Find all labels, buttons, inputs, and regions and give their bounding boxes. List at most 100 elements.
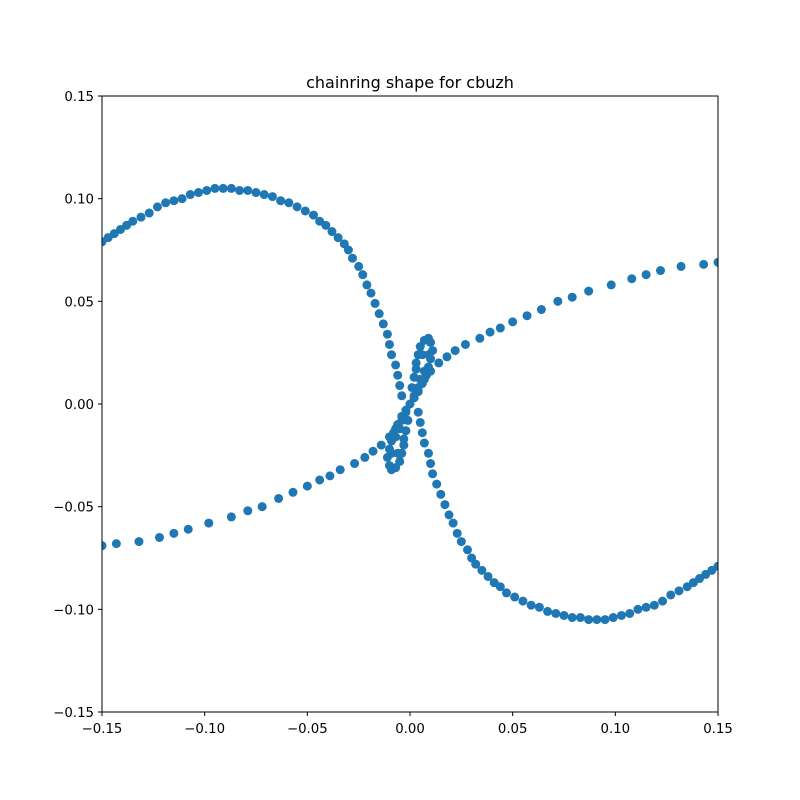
data-point xyxy=(450,346,460,356)
data-point xyxy=(460,339,470,349)
data-point xyxy=(584,615,594,625)
data-point xyxy=(218,183,228,193)
data-point xyxy=(666,590,676,600)
data-point xyxy=(452,528,462,538)
data-point xyxy=(477,565,487,575)
data-point xyxy=(534,602,544,612)
data-point xyxy=(641,270,651,280)
y-tick-label: 0.00 xyxy=(64,398,94,413)
data-point xyxy=(508,317,518,327)
data-point xyxy=(419,438,429,448)
data-point xyxy=(300,206,310,216)
data-point xyxy=(378,319,388,329)
x-tick-label: 0.05 xyxy=(498,722,528,737)
data-point xyxy=(674,586,684,596)
data-point xyxy=(456,537,466,547)
data-point xyxy=(343,245,353,255)
data-point xyxy=(308,210,318,220)
data-point xyxy=(485,327,495,337)
data-point xyxy=(536,305,546,315)
data-point xyxy=(713,561,718,571)
data-point xyxy=(592,615,602,625)
data-point xyxy=(567,613,577,623)
data-point xyxy=(551,608,561,618)
data-point xyxy=(584,286,594,296)
data-point xyxy=(284,198,294,208)
data-point xyxy=(395,381,405,391)
data-point xyxy=(401,405,411,415)
data-point xyxy=(243,185,253,195)
data-point xyxy=(600,615,610,625)
data-point xyxy=(327,227,337,237)
data-point xyxy=(641,602,651,612)
data-point xyxy=(419,366,429,376)
x-axis: −0.15 −0.10 −0.05 0.00 0.05 0.10 0.15 xyxy=(82,712,733,737)
x-tick-label: 0.10 xyxy=(601,722,631,737)
data-point xyxy=(387,448,397,458)
data-point xyxy=(144,208,154,218)
data-point xyxy=(411,364,421,374)
data-point xyxy=(608,613,618,623)
data-point xyxy=(134,537,144,547)
data-point xyxy=(354,261,364,271)
data-point xyxy=(393,448,403,458)
data-point xyxy=(226,183,236,193)
data-point xyxy=(384,339,394,349)
data-point xyxy=(444,510,454,520)
data-point xyxy=(518,596,528,606)
data-point xyxy=(399,434,409,444)
data-point xyxy=(510,592,520,602)
data-point xyxy=(391,360,401,370)
data-point xyxy=(413,407,423,417)
data-point xyxy=(366,288,376,298)
data-point xyxy=(448,518,458,528)
data-point xyxy=(374,309,384,319)
data-point xyxy=(382,329,392,339)
data-point xyxy=(267,192,277,202)
data-point xyxy=(553,296,563,306)
data-point xyxy=(543,606,553,616)
data-point xyxy=(169,528,179,538)
y-tick-label: 0.10 xyxy=(64,193,94,208)
data-point xyxy=(625,608,635,618)
data-point xyxy=(432,479,442,489)
data-point xyxy=(152,202,162,212)
data-point xyxy=(202,185,212,195)
data-point xyxy=(403,415,413,425)
y-axis: −0.15 −0.10 −0.05 0.00 0.05 0.10 0.15 xyxy=(53,90,102,721)
data-point xyxy=(495,582,505,592)
data-point xyxy=(415,417,425,427)
points-layer xyxy=(102,183,718,625)
data-point xyxy=(226,512,236,522)
data-point xyxy=(502,588,512,598)
data-point xyxy=(235,185,245,195)
data-point xyxy=(423,350,433,360)
data-point xyxy=(434,358,444,368)
data-point xyxy=(376,440,386,450)
data-point xyxy=(350,459,360,469)
data-point xyxy=(259,190,269,200)
data-point xyxy=(567,292,577,302)
data-point xyxy=(475,333,485,343)
data-point xyxy=(360,452,370,462)
x-tick-label: −0.15 xyxy=(82,722,123,737)
data-point xyxy=(251,188,261,198)
data-point xyxy=(713,257,718,267)
data-point xyxy=(649,600,659,610)
data-point xyxy=(426,459,436,469)
data-point xyxy=(325,471,335,481)
data-point xyxy=(315,475,325,485)
data-point xyxy=(177,194,187,204)
data-point xyxy=(415,374,425,384)
data-point xyxy=(526,600,536,610)
data-point xyxy=(616,610,626,620)
data-point xyxy=(417,350,427,360)
data-point xyxy=(440,500,450,510)
y-tick-label: −0.15 xyxy=(53,706,94,721)
data-point xyxy=(409,393,419,403)
data-point xyxy=(387,350,397,360)
data-point xyxy=(348,253,358,263)
y-tick-label: 0.05 xyxy=(64,295,94,310)
data-point xyxy=(136,212,146,222)
